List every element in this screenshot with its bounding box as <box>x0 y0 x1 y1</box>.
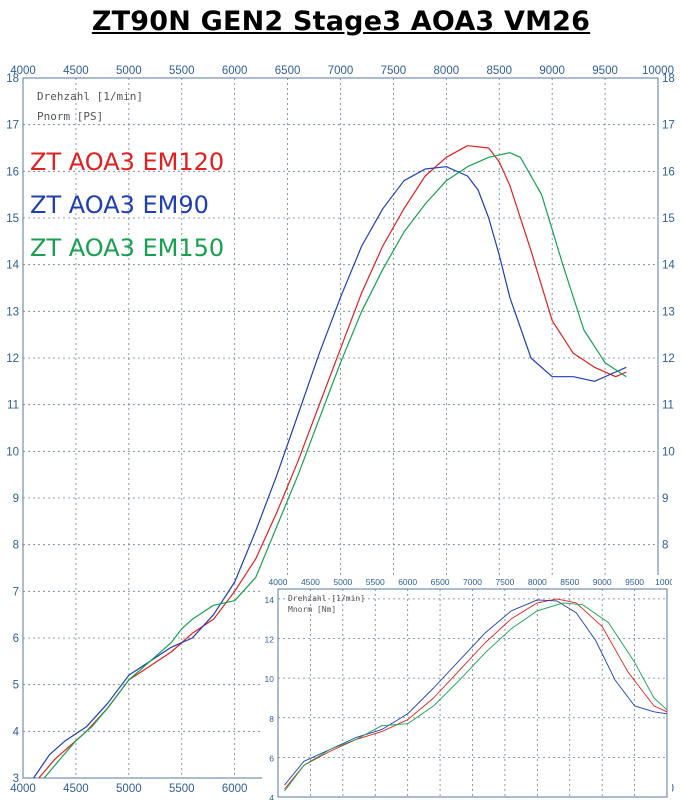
main-y-tick-label-right: 11 <box>662 400 674 412</box>
main-y-tick-label: 15 <box>6 213 19 225</box>
main-y-tick-label: 14 <box>6 260 19 272</box>
inset-x-tick-label-top: 6000 <box>398 577 417 587</box>
main-x-tick-label: 6000 <box>222 783 248 795</box>
main-y-tick-label-right: 9 <box>662 493 668 505</box>
main-y-tick-label: 9 <box>13 493 19 505</box>
main-x-tick-label-top: 7000 <box>328 65 354 77</box>
inset-y-tick-label: 4 <box>269 793 274 800</box>
torque-inset-chart: 4000 4500 5000 5500 6000 6500 7000 7500 8000 8500… <box>262 575 672 800</box>
main-y-tick-label: 6 <box>13 633 19 645</box>
inset-y-tick-label: 14 <box>265 595 275 605</box>
main-x-tick-label: 5500 <box>169 783 195 795</box>
inset-y-tick-label: 6 <box>269 753 274 763</box>
main-y-tick-label: 8 <box>13 540 19 552</box>
inset-x-tick-label-top: 4000 <box>269 577 288 587</box>
main-y-tick-label-right: 16 <box>662 166 675 178</box>
main-x-tick-label-top: 5500 <box>169 65 195 77</box>
main-x-tick-label: 4000 <box>10 783 36 795</box>
main-y-tick-label: 3 <box>13 773 19 785</box>
main-x-tick-label-top: 9500 <box>592 65 618 77</box>
main-y-tick-label: 13 <box>6 306 19 318</box>
main-x-tick-label-top: 9000 <box>539 65 565 77</box>
main-x-tick-label-top: 10000 <box>642 65 674 77</box>
main-x-tick-label-top: 6000 <box>222 65 248 77</box>
main-x-tick-label-top: 7500 <box>381 65 407 77</box>
main-x-tick-label-top: 6500 <box>275 65 301 77</box>
inset-series-line-2 <box>284 602 667 792</box>
main-series-line-1 <box>33 166 627 778</box>
main-y-tick-label-right: 17 <box>662 120 675 132</box>
inset-x-tick-label-top: 7500 <box>495 577 514 587</box>
inset-x-tick-label-top: 7000 <box>463 577 482 587</box>
main-y-tick-label: 12 <box>6 353 19 365</box>
main-y-tick-label: 4 <box>13 726 20 738</box>
inset-x-tick-label-top: 8500 <box>560 577 579 587</box>
main-y-tick-label-right: 10 <box>662 446 675 458</box>
main-y-tick-label-right: 13 <box>662 306 675 318</box>
main-y-tick-label: 7 <box>13 586 19 598</box>
inset-x-tick-label-top: 5000 <box>333 577 352 587</box>
main-y-tick-label: 16 <box>6 166 19 178</box>
inset-series-line-1 <box>284 599 667 786</box>
inset-series-line-0 <box>284 598 667 790</box>
main-y-tick-label: 10 <box>6 446 19 458</box>
inset-y-tick-label: 10 <box>265 674 275 684</box>
main-y-tick-label-right: 8 <box>662 540 668 552</box>
main-x-axis-label: Drehzahl [1/min] <box>37 90 143 103</box>
main-y-tick-label-right: 15 <box>662 213 675 225</box>
inset-y-tick-label: 12 <box>265 635 275 645</box>
inset-y-tick-label: 8 <box>269 714 274 724</box>
legend-entry-1: ZT AOA3 EM90 <box>30 191 209 219</box>
main-y-tick-label: 5 <box>13 680 19 692</box>
main-x-tick-label-top: 5000 <box>116 65 142 77</box>
inset-plot-frame <box>277 588 668 798</box>
chart-title: ZT90N GEN2 Stage3 AOA3 VM26 <box>91 6 591 37</box>
main-y-axis-label: Pnorm [PS] <box>37 110 103 123</box>
inset-x-tick-label-top: 6500 <box>431 577 450 587</box>
inset-x-axis-label: Drehzahl [1/min] <box>288 594 365 603</box>
inset-x-tick-label-top: 5500 <box>366 577 385 587</box>
inset-x-tick-label-top: 9000 <box>593 577 612 587</box>
main-x-tick-label-top: 8500 <box>486 65 512 77</box>
inset-x-tick-label-top: 8000 <box>528 577 547 587</box>
inset-x-tick-label-top: 9500 <box>625 577 644 587</box>
main-x-tick-label: 4500 <box>63 783 89 795</box>
legend-entry-2: ZT AOA3 EM150 <box>30 234 224 262</box>
inset-x-tick-label-top: 4500 <box>301 577 320 587</box>
main-x-tick-label-top: 4000 <box>10 65 36 77</box>
inset-y-axis-label: Mnorm [Nm] <box>288 605 336 614</box>
main-x-tick-label: 5000 <box>116 783 142 795</box>
main-y-tick-label: 11 <box>7 400 19 412</box>
main-x-tick-label-top: 8000 <box>434 65 460 77</box>
inset-x-tick-label-top: 10000 <box>655 577 672 587</box>
main-series-line-2 <box>43 152 627 778</box>
main-y-tick-label-right: 18 <box>662 73 675 85</box>
legend-entry-0: ZT AOA3 EM120 <box>30 148 224 176</box>
main-y-tick-label: 17 <box>6 120 19 132</box>
main-y-tick-label-right: 14 <box>662 260 675 272</box>
main-x-tick-label-top: 4500 <box>63 65 89 77</box>
main-y-tick-label: 18 <box>6 73 19 85</box>
main-y-tick-label-right: 12 <box>662 353 675 365</box>
